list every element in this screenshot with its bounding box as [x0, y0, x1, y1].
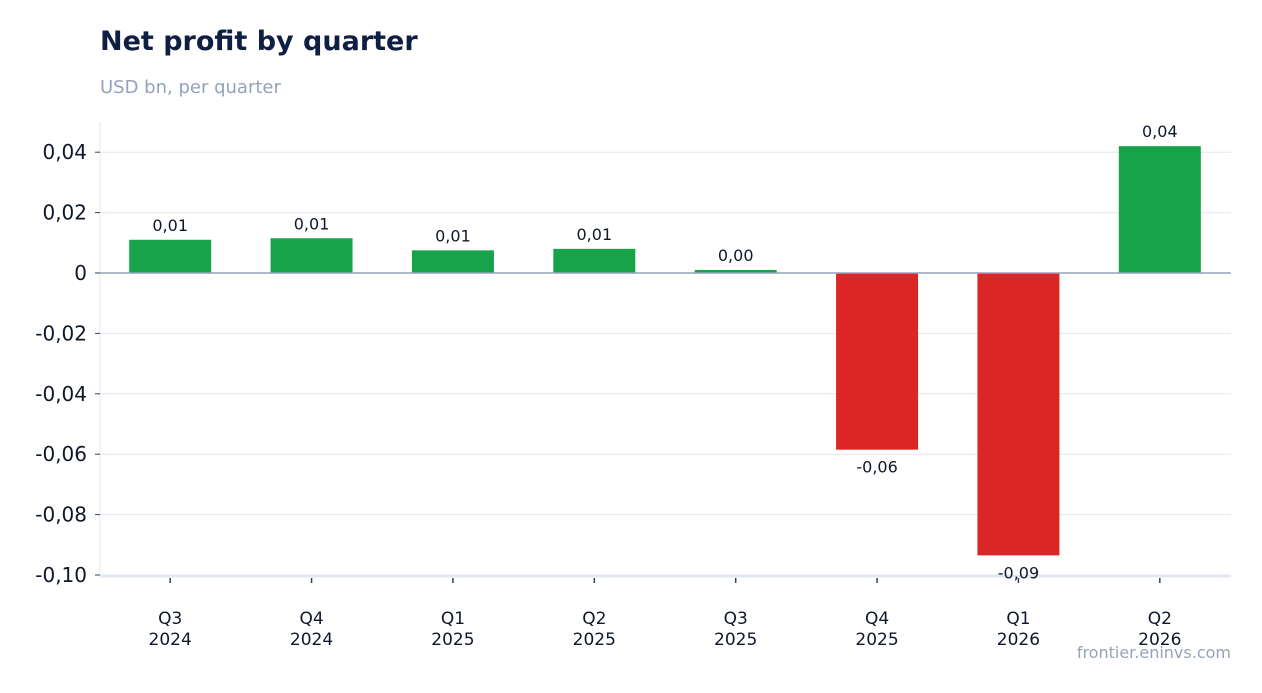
y-tick-label: -0,06	[35, 442, 87, 466]
chart-subtitle: USD bn, per quarter	[100, 77, 281, 98]
bar	[694, 269, 777, 273]
x-tick-label: Q3 2025	[714, 609, 757, 650]
data-label: -0,06	[856, 458, 897, 477]
data-label: 0,04	[1142, 122, 1178, 141]
y-tick-label: -0,04	[35, 382, 87, 406]
y-tick-label: 0	[74, 261, 87, 285]
bar	[411, 250, 494, 273]
y-tick-label: -0,10	[35, 563, 87, 587]
data-label: -0,09	[998, 563, 1039, 582]
x-tick-label: Q3 2024	[149, 609, 192, 650]
bar	[553, 248, 636, 273]
chart-title: Net profit by quarter	[100, 26, 418, 57]
x-tick-label: Q2 2026	[1138, 609, 1181, 650]
bar	[836, 273, 919, 450]
bar	[129, 239, 212, 273]
x-tick-label: Q4 2025	[855, 609, 898, 650]
y-tick-label: -0,02	[35, 321, 87, 345]
x-tick-label: Q4 2024	[290, 609, 333, 650]
x-tick-label: Q2 2025	[573, 609, 616, 650]
data-label: 0,01	[294, 214, 330, 233]
bar	[977, 273, 1060, 556]
bar	[270, 238, 353, 273]
data-label: 0,01	[152, 216, 188, 235]
x-tick-label: Q1 2026	[997, 609, 1040, 650]
x-tick-label: Q1 2025	[431, 609, 474, 650]
data-label: 0,00	[718, 246, 754, 265]
y-tick-label: 0,04	[42, 140, 87, 164]
data-label: 0,01	[435, 226, 471, 245]
y-tick-label: -0,08	[35, 503, 87, 527]
source-credit: frontier.eninvs.com	[1076, 643, 1231, 662]
data-label: 0,01	[577, 225, 613, 244]
bar	[1118, 146, 1201, 273]
y-tick-label: 0,02	[42, 201, 87, 225]
